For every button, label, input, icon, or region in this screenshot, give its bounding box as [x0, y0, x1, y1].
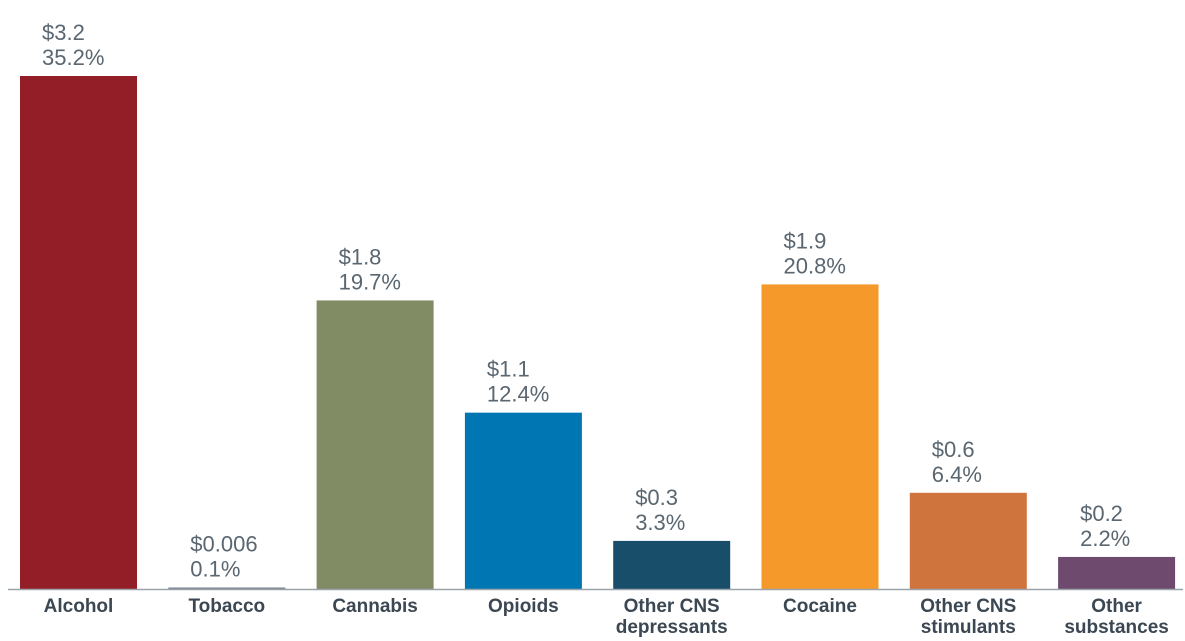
bar-cocaine — [761, 284, 879, 589]
bar-other-substances — [1058, 556, 1176, 589]
percent-label-tobacco: 0.1% — [190, 557, 240, 582]
category-label-other-substances: Other substances — [1064, 596, 1169, 638]
category-label-opioids: Opioids — [488, 596, 559, 617]
category-label-other-cns-stimulants: Other CNS stimulants — [920, 596, 1016, 638]
value-label-opioids: $1.1 — [487, 357, 530, 382]
percent-label-opioids: 12.4% — [487, 382, 549, 407]
category-label-alcohol: Alcohol — [44, 596, 114, 617]
percent-label-other-substances: 2.2% — [1080, 526, 1130, 551]
bars-group — [20, 76, 1176, 589]
bar-cannabis — [316, 300, 434, 589]
bar-other-cns-depressants — [613, 540, 731, 589]
category-label-cannabis: Cannabis — [332, 596, 418, 617]
value-label-alcohol: $3.2 — [42, 20, 85, 45]
percent-label-other-cns-stimulants: 6.4% — [932, 462, 982, 487]
value-label-other-cns-depressants: $0.3 — [635, 485, 678, 510]
category-labels-group: Alcohol Tobacco Cannabis Opioids Other CNS de… — [44, 596, 1169, 638]
bar-tobacco — [168, 587, 286, 589]
value-label-other-substances: $0.2 — [1080, 501, 1123, 526]
bar-other-cns-stimulants — [909, 492, 1027, 589]
percent-label-other-cns-depressants: 3.3% — [635, 510, 685, 535]
category-label-other-cns-depressants: Other CNS depressants — [616, 596, 728, 638]
category-label-cocaine: Cocaine — [783, 596, 857, 617]
percent-label-cocaine: 20.8% — [784, 253, 846, 278]
bar-opioids — [464, 412, 582, 589]
percent-label-alcohol: 35.2% — [42, 45, 104, 70]
value-label-cocaine: $1.9 — [784, 228, 827, 253]
value-label-tobacco: $0.006 — [190, 532, 257, 557]
bar-alcohol — [20, 76, 137, 589]
category-label-tobacco: Tobacco — [188, 596, 265, 617]
value-label-other-cns-stimulants: $0.6 — [932, 437, 975, 462]
percent-label-cannabis: 19.7% — [339, 269, 401, 294]
value-label-cannabis: $1.8 — [339, 244, 382, 269]
